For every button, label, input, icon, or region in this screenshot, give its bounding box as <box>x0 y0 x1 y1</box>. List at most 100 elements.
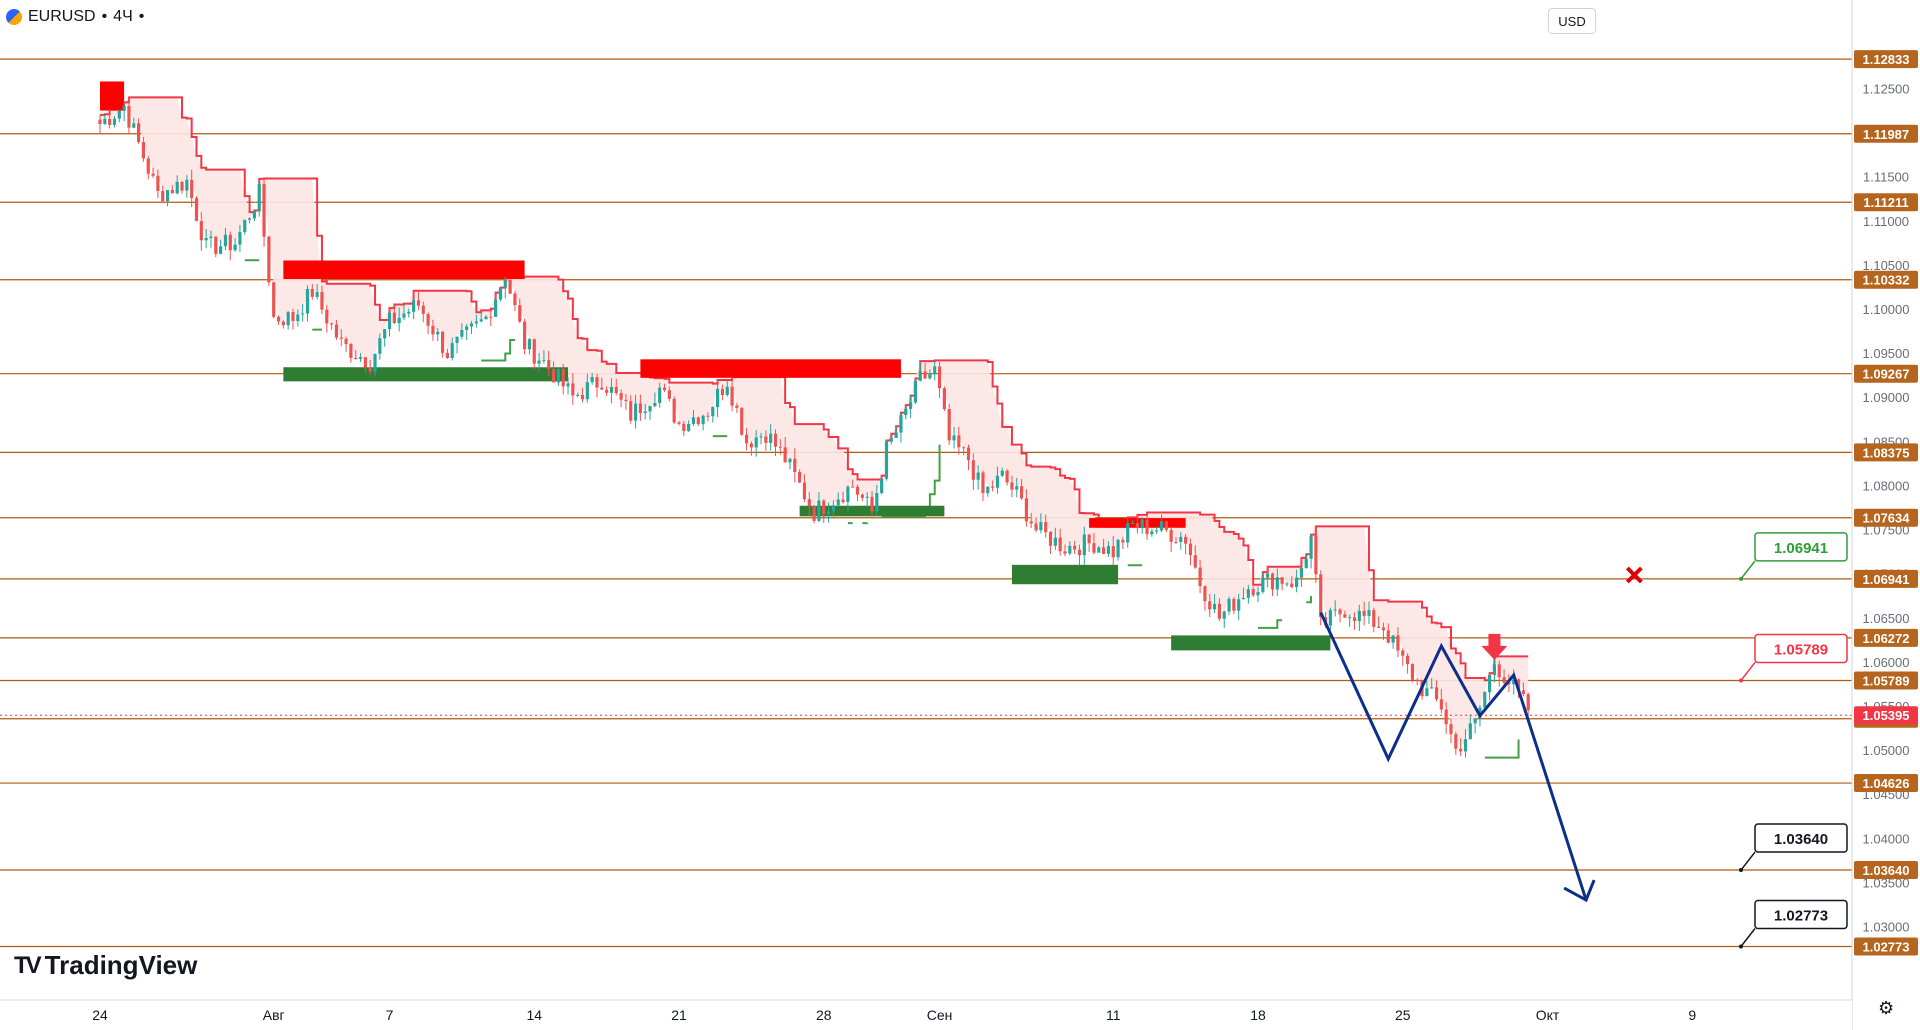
candle <box>875 484 879 516</box>
level-price-label: 1.05789 <box>1863 673 1910 688</box>
candle <box>773 429 778 457</box>
candle <box>247 217 252 224</box>
candle <box>1169 526 1173 553</box>
candle <box>725 380 729 397</box>
candle-body <box>325 309 329 324</box>
candle-body <box>281 321 285 326</box>
candle-body <box>1473 718 1477 724</box>
symbol-header[interactable]: EURUSD • 4Ч • <box>6 8 144 26</box>
candle <box>1521 682 1525 697</box>
candle <box>764 430 768 451</box>
candle-body <box>479 319 483 322</box>
candle <box>281 320 285 329</box>
candle <box>1019 478 1024 500</box>
candle-body <box>146 158 150 174</box>
candle-body <box>716 388 720 408</box>
candle <box>1488 673 1492 701</box>
candle-body <box>219 246 223 254</box>
candle <box>1111 536 1115 566</box>
candle-body <box>267 236 271 283</box>
candle-body <box>532 339 536 364</box>
candle <box>643 404 647 420</box>
candle-body <box>127 106 131 128</box>
candle <box>716 379 720 418</box>
candle <box>691 410 696 426</box>
candle-body <box>262 184 266 237</box>
level-price-label: 1.02773 <box>1863 940 1910 955</box>
candle-body <box>769 433 773 443</box>
candle-body <box>1111 546 1115 558</box>
candle <box>392 304 396 324</box>
currency-button[interactable]: USD <box>1548 8 1596 34</box>
candle-body <box>436 331 440 335</box>
candle-body <box>1304 558 1308 568</box>
candle-body <box>913 380 918 403</box>
candle <box>127 97 131 135</box>
candle-body <box>305 288 310 314</box>
candle-body <box>629 401 633 421</box>
level-price-label: 1.03640 <box>1863 863 1910 878</box>
candle <box>223 228 228 251</box>
candle <box>1034 517 1038 533</box>
candle-body <box>1208 601 1212 610</box>
symbol-logo-icon <box>6 9 22 25</box>
candle-body <box>1488 674 1492 693</box>
candle <box>1290 576 1294 589</box>
candle-body <box>1444 709 1448 725</box>
candle <box>1102 538 1106 555</box>
candle <box>1367 601 1371 625</box>
candle <box>1077 544 1082 566</box>
candle <box>1459 738 1463 756</box>
candle-body <box>469 323 474 327</box>
candle-body <box>875 492 879 512</box>
candle <box>585 373 589 403</box>
plot-area: 1.06941 1.05789 1.03640 1.02773 <box>0 58 1852 949</box>
candle-body <box>1203 586 1207 602</box>
candle <box>1401 648 1405 666</box>
candle-body <box>605 389 609 393</box>
candle-body <box>537 360 541 364</box>
candle-body <box>527 339 532 350</box>
support-zone <box>283 367 569 382</box>
candle-body <box>551 369 556 383</box>
candle <box>1097 546 1101 553</box>
candle <box>228 231 232 261</box>
candle-body <box>431 325 435 335</box>
candle <box>551 361 556 383</box>
time-tick-label: 7 <box>386 1007 394 1023</box>
candle-body <box>1212 603 1217 610</box>
candle <box>629 395 633 424</box>
candle-body <box>1184 536 1188 544</box>
candle-body <box>1097 547 1101 553</box>
candle <box>1092 532 1096 555</box>
candle-body <box>923 371 927 379</box>
chart-settings-icon[interactable]: ⚙ <box>1878 998 1895 1018</box>
current-price-tag <box>1854 706 1918 725</box>
candle-body <box>330 323 334 325</box>
candle-body <box>904 408 908 416</box>
candle <box>1396 627 1400 658</box>
candle <box>1000 467 1004 478</box>
candle <box>962 446 966 456</box>
callout-label: 1.05789 <box>1774 641 1828 658</box>
candle <box>108 109 112 129</box>
candle-body <box>764 436 768 443</box>
candle <box>1415 678 1419 686</box>
candle-body <box>585 382 589 400</box>
candle <box>1386 623 1390 644</box>
candle <box>397 307 401 332</box>
candle-body <box>1309 535 1313 559</box>
candle-body <box>1058 537 1062 552</box>
level-price-label: 1.06941 <box>1863 572 1910 587</box>
candle-body <box>1261 577 1265 592</box>
candle <box>1256 586 1260 603</box>
candle-body <box>1415 679 1419 681</box>
support-zone <box>1171 635 1331 651</box>
candle <box>904 405 908 420</box>
candle-body <box>257 184 261 212</box>
candle <box>1343 610 1347 618</box>
candle-body <box>711 407 715 417</box>
candle <box>1299 557 1304 587</box>
candle <box>450 337 454 361</box>
